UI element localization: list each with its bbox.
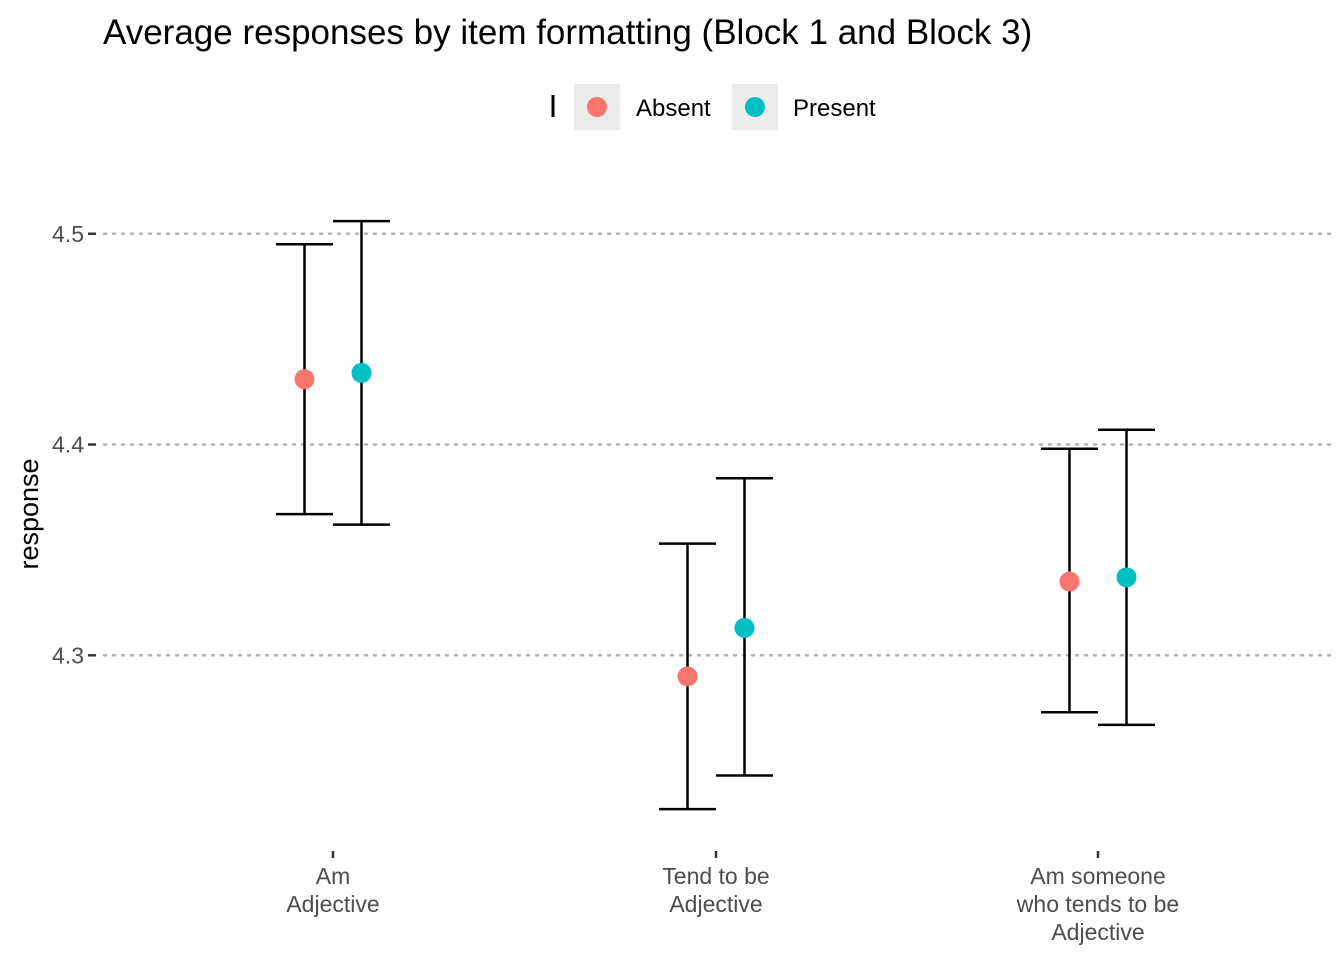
y-axis-label: response bbox=[14, 458, 44, 569]
error-bars bbox=[276, 219, 1155, 811]
legend-dot-present bbox=[745, 97, 765, 117]
x-tick-label-line: Tend to be bbox=[662, 863, 769, 889]
x-tick-label-line: Adjective bbox=[1051, 919, 1144, 945]
points bbox=[294, 362, 1137, 687]
legend-label-present: Present bbox=[793, 95, 876, 122]
legend-dot-absent bbox=[587, 97, 607, 117]
x-tick-label: Am Adjective bbox=[286, 863, 379, 917]
x-tick-label: Am someone who tends to be Adjective bbox=[1016, 863, 1179, 945]
x-tick-label: Tend to be Adjective bbox=[662, 863, 769, 917]
x-tick-label-line: Adjective bbox=[669, 891, 762, 917]
data-point-present bbox=[734, 617, 755, 638]
data-point-absent bbox=[294, 369, 315, 390]
x-tick-label-line: Am someone bbox=[1030, 863, 1166, 889]
y-tick-label: 4.5 bbox=[52, 221, 84, 247]
legend: Absent Present bbox=[551, 84, 876, 130]
y-tick-label: 4.3 bbox=[52, 642, 84, 668]
data-point-present bbox=[1116, 567, 1137, 588]
data-point-absent bbox=[677, 666, 698, 687]
data-point-present bbox=[351, 362, 372, 383]
grid bbox=[102, 232, 1332, 657]
x-tick-label-line: Adjective bbox=[286, 891, 379, 917]
x-tick-label-line: who tends to be bbox=[1016, 891, 1179, 917]
y-tick-label: 4.4 bbox=[52, 432, 84, 458]
chart-title: Average responses by item formatting (Bl… bbox=[103, 13, 1032, 52]
data-point-absent bbox=[1059, 571, 1080, 592]
legend-label-absent: Absent bbox=[636, 95, 711, 122]
x-tick-label-line: Am bbox=[316, 863, 351, 889]
y-axis-ticks: 4.3 4.4 4.5 bbox=[52, 221, 96, 668]
